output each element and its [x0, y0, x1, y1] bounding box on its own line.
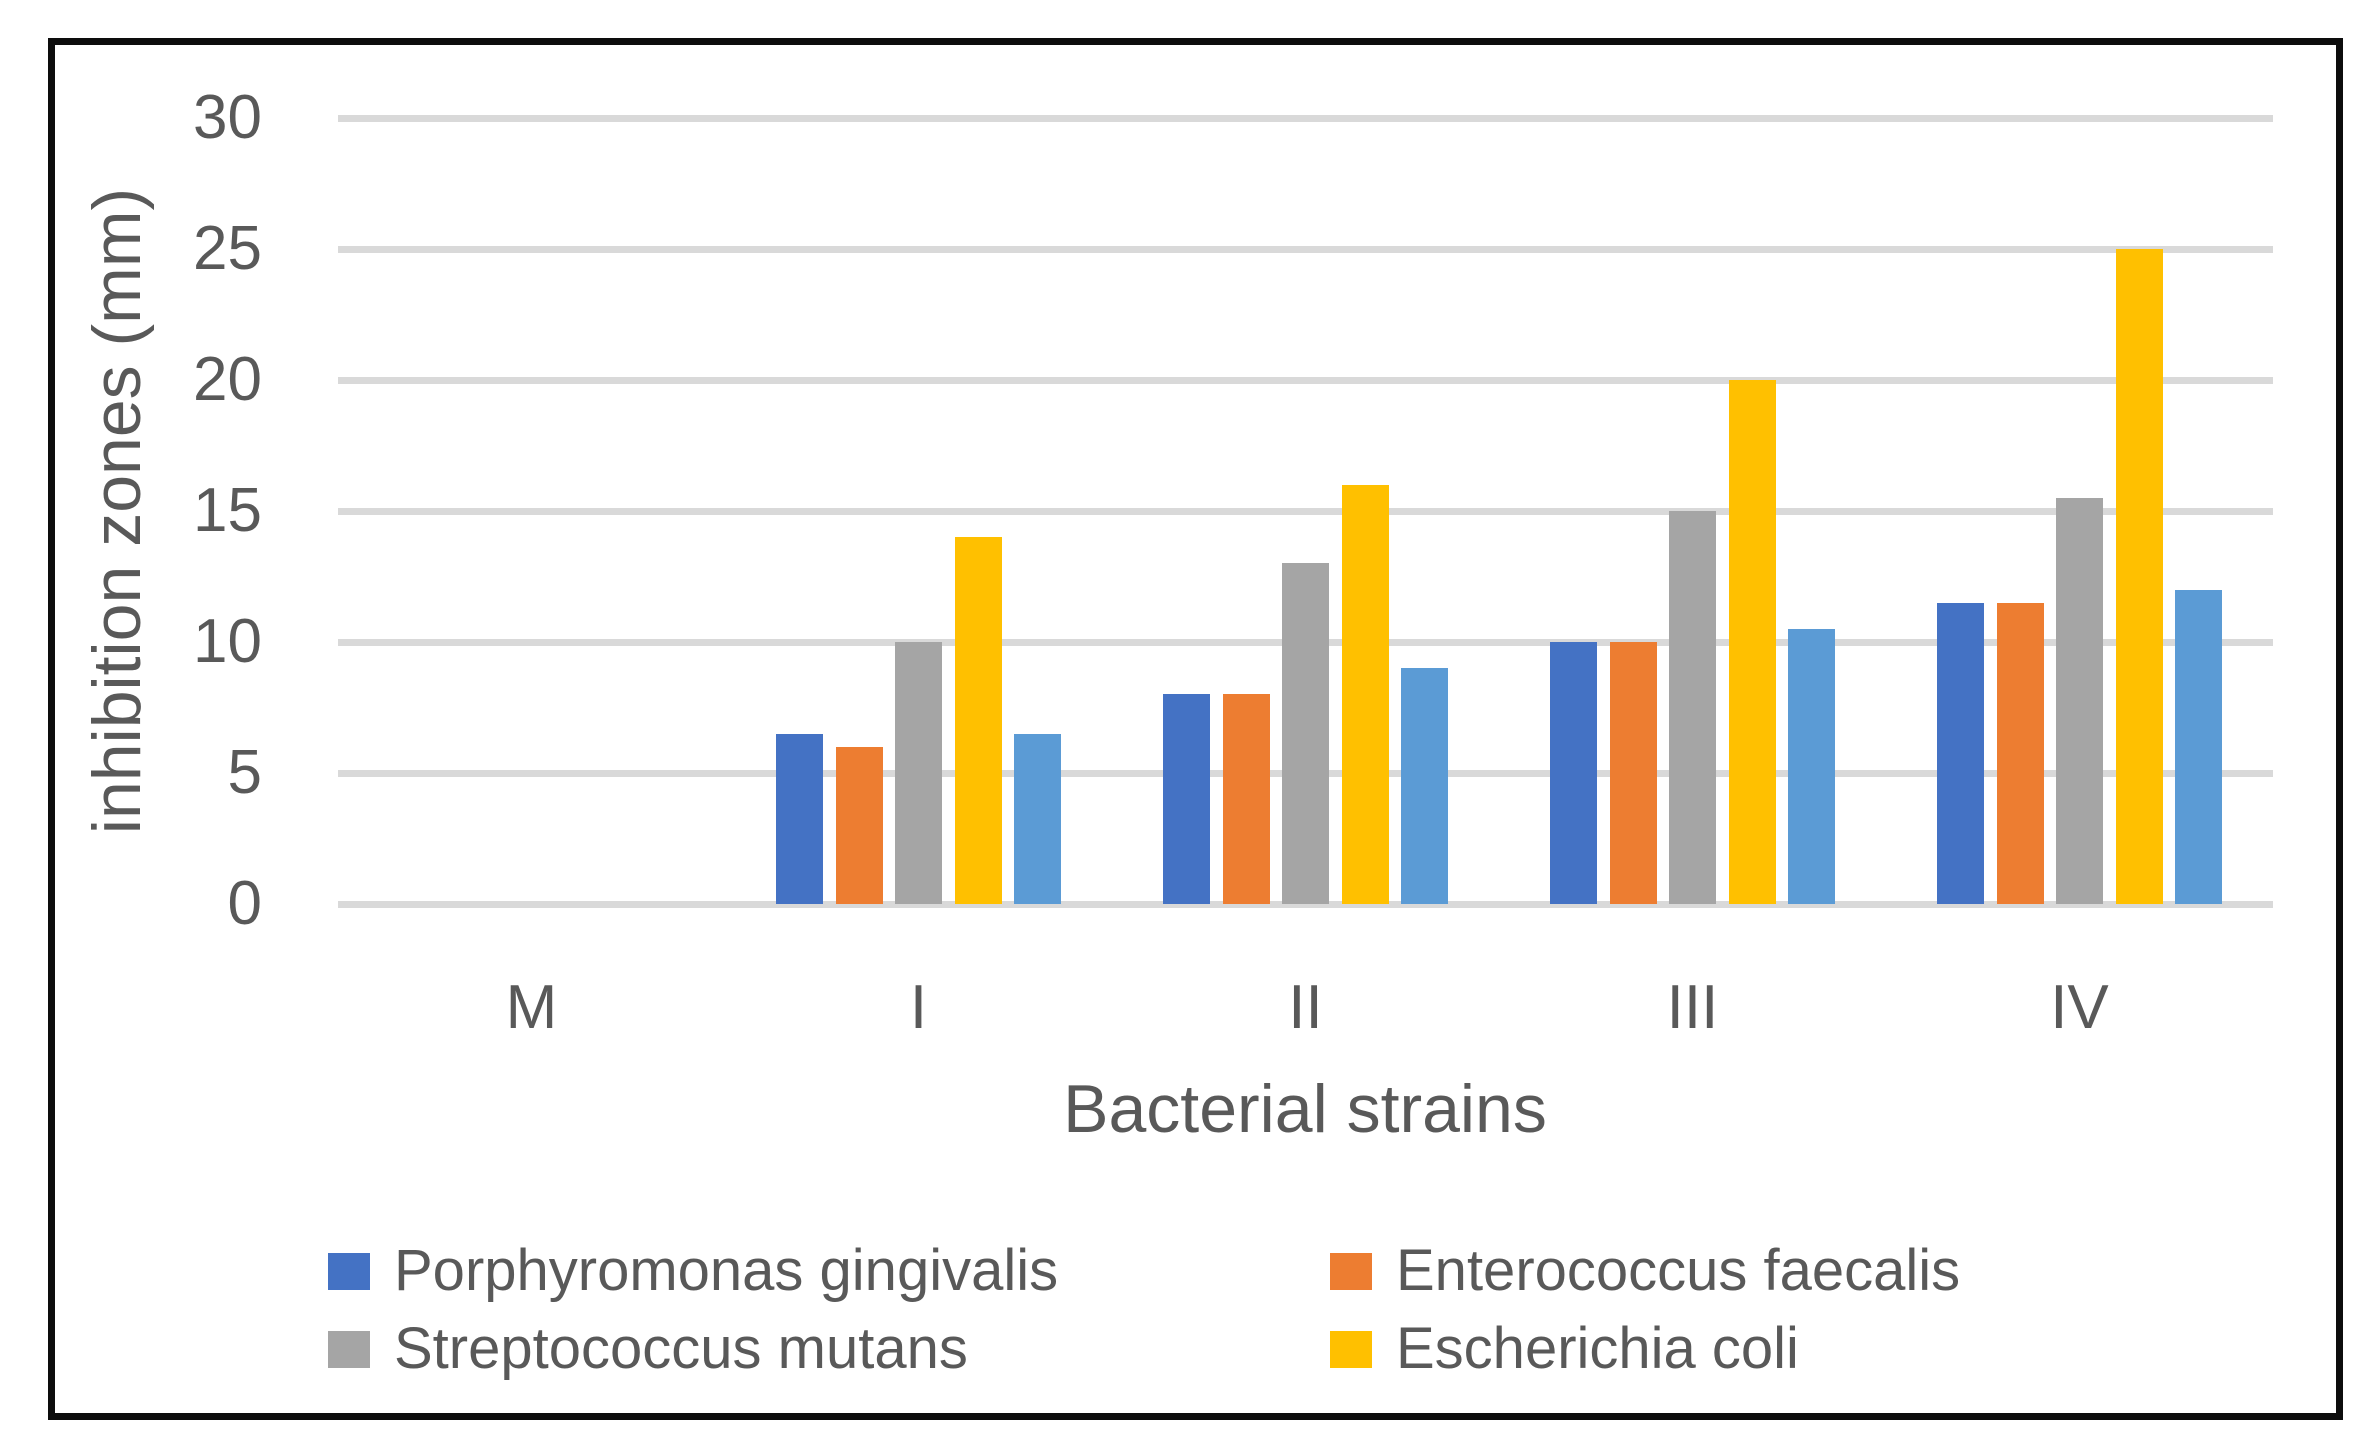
y-tick-label-15: 15 [193, 476, 262, 545]
legend-swatch-icon [328, 1252, 370, 1290]
bar-I-series-4 [1014, 733, 1061, 904]
gridline-30 [338, 114, 2273, 122]
bar-I-series-2 [895, 642, 942, 904]
bar-II-series-3 [1341, 484, 1389, 904]
bar-II-series-0 [1163, 694, 1210, 904]
bar-III-series-3 [1728, 380, 1776, 904]
bar-IV-series-2 [2056, 497, 2103, 904]
plot-area [338, 114, 2273, 908]
x-tick-label-M: M [505, 973, 558, 1042]
y-tick-label-5: 5 [227, 738, 262, 807]
bar-III-series-2 [1669, 511, 1716, 904]
y-tick-label-20: 20 [193, 345, 262, 414]
legend-label: Porphyromonas gingivalis [394, 1238, 1059, 1303]
legend-swatch-icon [328, 1330, 370, 1368]
gridline-25 [338, 245, 2273, 253]
bar-IV-series-3 [2115, 249, 2163, 904]
bar-II-series-1 [1222, 694, 1270, 904]
legend-entry-0: Porphyromonas gingivalis [328, 1238, 1330, 1303]
gridline-20 [338, 376, 2273, 384]
legend-label: Enterococcus faecalis [1396, 1238, 1961, 1303]
x-tick-label-III: III [1666, 973, 1719, 1042]
legend-entry-1: Enterococcus faecalis [1330, 1238, 1961, 1303]
bar-IV-series-0 [1937, 602, 1984, 904]
y-tick-label-25: 25 [193, 214, 262, 283]
x-tick-label-II: II [1288, 973, 1323, 1042]
legend-label: Streptococcus mutans [394, 1316, 968, 1381]
y-tick-label-10: 10 [193, 607, 262, 676]
legend-entry-2: Streptococcus mutans [328, 1316, 1330, 1381]
legend: Porphyromonas gingivalis Enterococcus fae… [328, 1238, 1961, 1381]
legend-swatch-icon [1330, 1330, 1372, 1368]
bar-II-series-2 [1282, 563, 1329, 904]
y-tick-label-0: 0 [227, 869, 262, 938]
chart-frame: 0 5 10 15 20 25 30 M I II III IV inhibition zones … [48, 38, 2343, 1420]
bar-IV-series-1 [1996, 602, 2044, 904]
bar-III-series-1 [1609, 642, 1657, 904]
gridline-0 [338, 900, 2273, 908]
x-axis-title: Bacterial strains [1063, 1071, 1547, 1147]
legend-swatch-icon [1330, 1252, 1372, 1290]
x-tick-label-I: I [909, 973, 928, 1042]
bar-I-series-1 [835, 746, 883, 904]
bar-I-series-0 [776, 733, 823, 904]
bar-II-series-4 [1401, 668, 1448, 904]
legend-label: Escherichia coli [1396, 1316, 1799, 1381]
gridline-15 [338, 507, 2273, 515]
bar-III-series-0 [1550, 642, 1597, 904]
bar-I-series-3 [954, 537, 1002, 904]
legend-entry-3: Escherichia coli [1330, 1316, 1960, 1381]
y-axis-title: inhibition zones (mm) [79, 187, 155, 835]
bar-III-series-4 [1788, 628, 1835, 904]
bar-IV-series-4 [2175, 589, 2222, 904]
x-tick-label-IV: IV [2050, 973, 2109, 1042]
y-tick-label-30: 30 [193, 83, 262, 152]
